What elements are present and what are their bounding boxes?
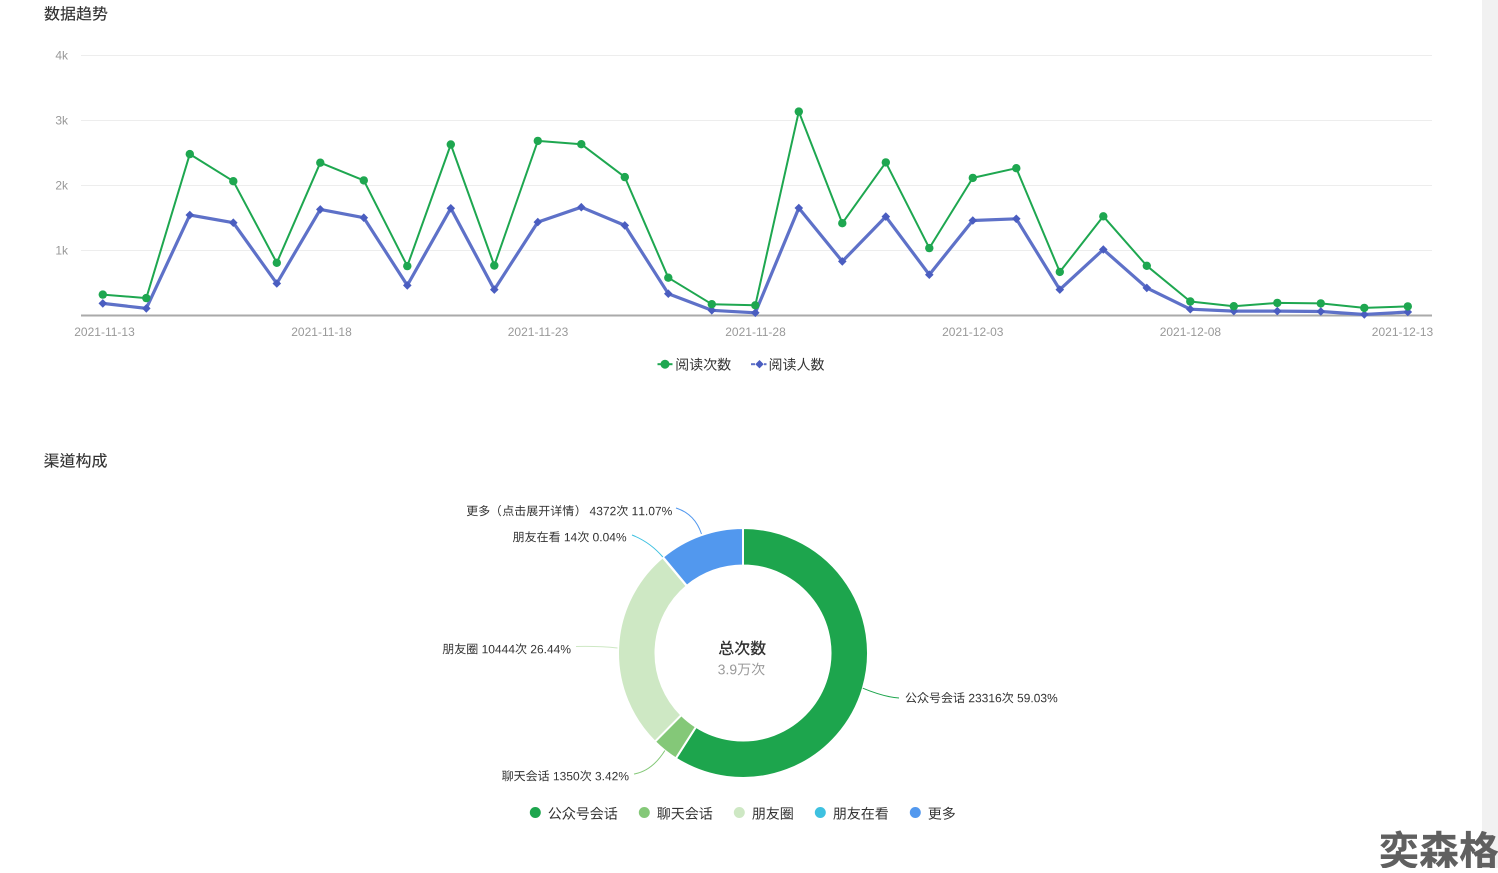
svg-text:1k: 1k bbox=[55, 244, 69, 258]
svg-text:2021-11-13: 2021-11-13 bbox=[74, 325, 135, 339]
svg-text:2021-11-23: 2021-11-23 bbox=[508, 325, 569, 339]
svg-text:2021-12-03: 2021-12-03 bbox=[942, 325, 1004, 339]
svg-text:2021-11-28: 2021-11-28 bbox=[725, 325, 786, 339]
svg-text:2k: 2k bbox=[55, 179, 69, 193]
svg-text:3k: 3k bbox=[55, 114, 69, 128]
svg-text:2021-12-13: 2021-12-13 bbox=[1372, 325, 1434, 339]
svg-text:4k: 4k bbox=[55, 49, 69, 63]
svg-text:2021-12-08: 2021-12-08 bbox=[1160, 325, 1222, 339]
svg-text:2021-11-18: 2021-11-18 bbox=[291, 325, 352, 339]
